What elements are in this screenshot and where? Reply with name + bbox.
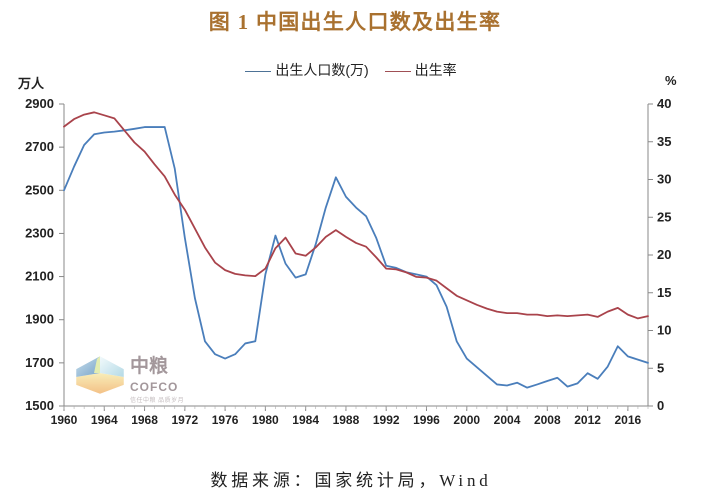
svg-text:1968: 1968 <box>131 413 158 427</box>
svg-text:35: 35 <box>657 134 671 149</box>
svg-text:1972: 1972 <box>171 413 198 427</box>
svg-text:2900: 2900 <box>25 96 54 111</box>
svg-text:2500: 2500 <box>25 182 54 197</box>
svg-text:5: 5 <box>657 360 664 375</box>
svg-text:1900: 1900 <box>25 312 54 327</box>
svg-text:1700: 1700 <box>25 355 54 370</box>
svg-text:2004: 2004 <box>494 413 521 427</box>
svg-text:1964: 1964 <box>91 413 118 427</box>
svg-text:1500: 1500 <box>25 398 54 413</box>
svg-text:10: 10 <box>657 323 671 338</box>
svg-text:2300: 2300 <box>25 225 54 240</box>
svg-text:2008: 2008 <box>534 413 561 427</box>
svg-text:1984: 1984 <box>292 413 319 427</box>
svg-text:2700: 2700 <box>25 139 54 154</box>
svg-text:1988: 1988 <box>333 413 360 427</box>
svg-text:30: 30 <box>657 172 671 187</box>
svg-text:1996: 1996 <box>413 413 440 427</box>
svg-text:1976: 1976 <box>212 413 239 427</box>
svg-text:15: 15 <box>657 285 671 300</box>
svg-text:40: 40 <box>657 96 671 111</box>
svg-text:1960: 1960 <box>51 413 78 427</box>
svg-text:2000: 2000 <box>453 413 480 427</box>
svg-text:0: 0 <box>657 398 664 413</box>
svg-text:20: 20 <box>657 247 671 262</box>
svg-text:2016: 2016 <box>615 413 642 427</box>
svg-text:1992: 1992 <box>373 413 400 427</box>
svg-text:25: 25 <box>657 209 671 224</box>
svg-text:2012: 2012 <box>574 413 601 427</box>
svg-text:2100: 2100 <box>25 269 54 284</box>
svg-text:1980: 1980 <box>252 413 279 427</box>
